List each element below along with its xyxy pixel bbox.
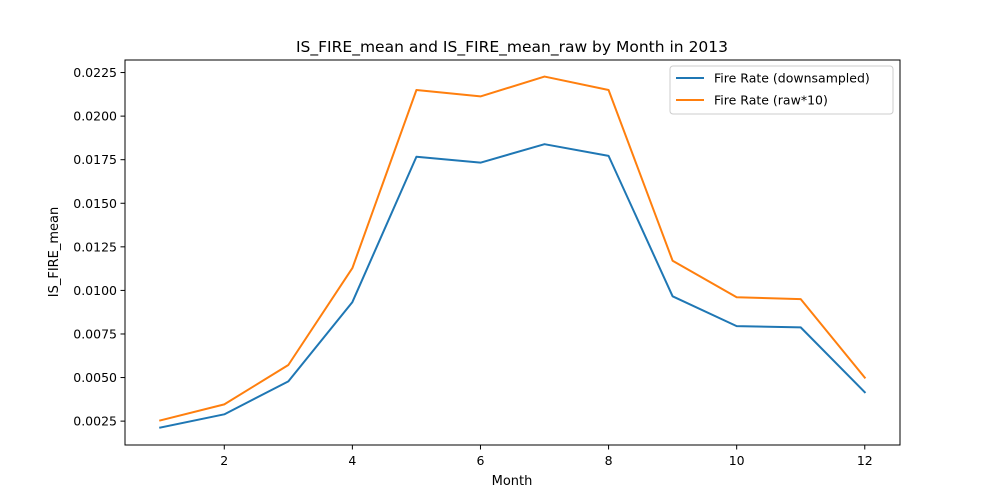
y-tick-label: 0.0125	[73, 239, 117, 254]
x-axis-label: Month	[492, 474, 533, 489]
y-tick-label: 0.0100	[73, 283, 117, 298]
legend: Fire Rate (downsampled) Fire Rate (raw*1…	[669, 65, 894, 115]
series-line-downsampled	[159, 143, 867, 429]
plot-area	[124, 59, 901, 446]
x-axis: 2 4 6 8 10 12	[220, 445, 873, 468]
legend-label-raw: Fire Rate (raw*10)	[714, 93, 828, 108]
x-tick-label: 8	[605, 453, 613, 468]
x-tick-label: 6	[476, 453, 484, 468]
y-tick-label: 0.0175	[73, 152, 117, 167]
series-line-raw	[159, 75, 867, 422]
x-tick-label: 4	[348, 453, 356, 468]
y-tick-label: 0.0025	[73, 414, 117, 429]
y-axis-label: IS_FIRE_mean	[47, 207, 62, 298]
y-tick-label: 0.0050	[73, 370, 117, 385]
y-tick-label: 0.0225	[73, 65, 117, 80]
y-tick-label: 0.0150	[73, 196, 117, 211]
y-axis: 0.0025 0.0050 0.0075 0.0100 0.0125 0.0150 0.01…	[73, 65, 125, 429]
y-tick-label: 0.0075	[73, 326, 117, 341]
y-tick-label: 0.0200	[73, 109, 117, 124]
legend-box	[669, 65, 894, 115]
x-tick-label: 2	[220, 453, 228, 468]
legend-label-downsampled: Fire Rate (downsampled)	[714, 71, 870, 86]
x-tick-label: 12	[857, 453, 873, 468]
series-layer	[159, 75, 867, 429]
axes-frame	[124, 59, 901, 446]
chart-title: IS_FIRE_mean and IS_FIRE_mean_raw by Mon…	[296, 38, 728, 57]
x-tick-label: 10	[729, 453, 745, 468]
